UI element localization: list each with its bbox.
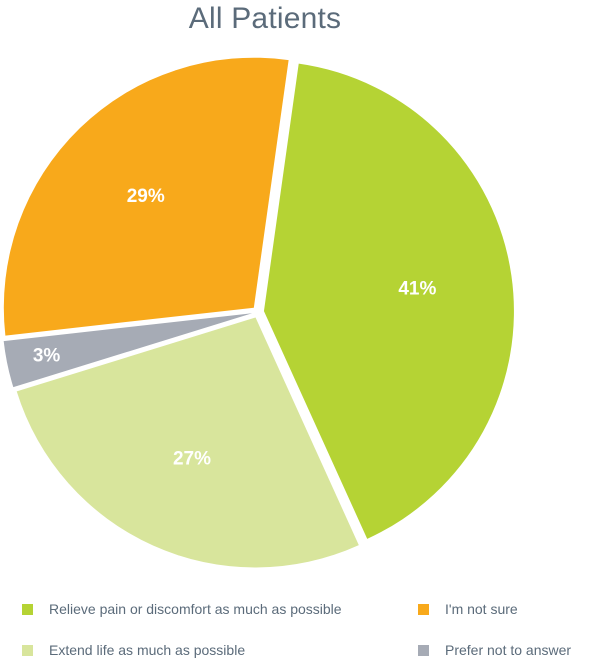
pie-slice-prefer-not-to-answer: [3, 313, 253, 388]
legend-swatch-prefer-not: [418, 644, 429, 656]
pie-slice-extend-life-as-much-as-possible: [16, 317, 359, 568]
pie-chart: 41% 27% 3% 29%: [3, 57, 514, 568]
pie-slice-i-m-not-sure: [3, 57, 289, 336]
legend-swatch-relieve-pain: [22, 603, 33, 615]
pie-label-i-m-not-sure: 29%: [127, 186, 165, 207]
legend-swatch-extend-life: [22, 644, 33, 656]
legend-item-extend-life: Extend life as much as possible: [22, 642, 245, 658]
legend-swatch-not-sure: [418, 603, 429, 615]
legend-item-prefer-not: Prefer not to answer: [418, 642, 571, 658]
legend-label-relieve-pain: Relieve pain or discomfort as much as po…: [49, 601, 342, 617]
legend-item-not-sure: I'm not sure: [418, 601, 518, 617]
legend-item-relieve-pain: Relieve pain or discomfort as much as po…: [22, 601, 342, 617]
legend-label-extend-life: Extend life as much as possible: [49, 642, 246, 658]
legend-label-not-sure: I'm not sure: [445, 601, 518, 617]
pie-label-prefer-not-to-answer: 3%: [33, 346, 61, 367]
pie-label-extend-life-as-much-as-possible: 27%: [173, 448, 211, 469]
pie-slice-relieve-pain-or-discomfort-as-much-as-possible: [263, 63, 514, 539]
legend-label-prefer-not: Prefer not to answer: [445, 642, 572, 658]
pie-label-relieve-pain-or-discomfort-as-much-as-possible: 41%: [398, 279, 436, 300]
chart-title: All Patients: [188, 2, 342, 35]
